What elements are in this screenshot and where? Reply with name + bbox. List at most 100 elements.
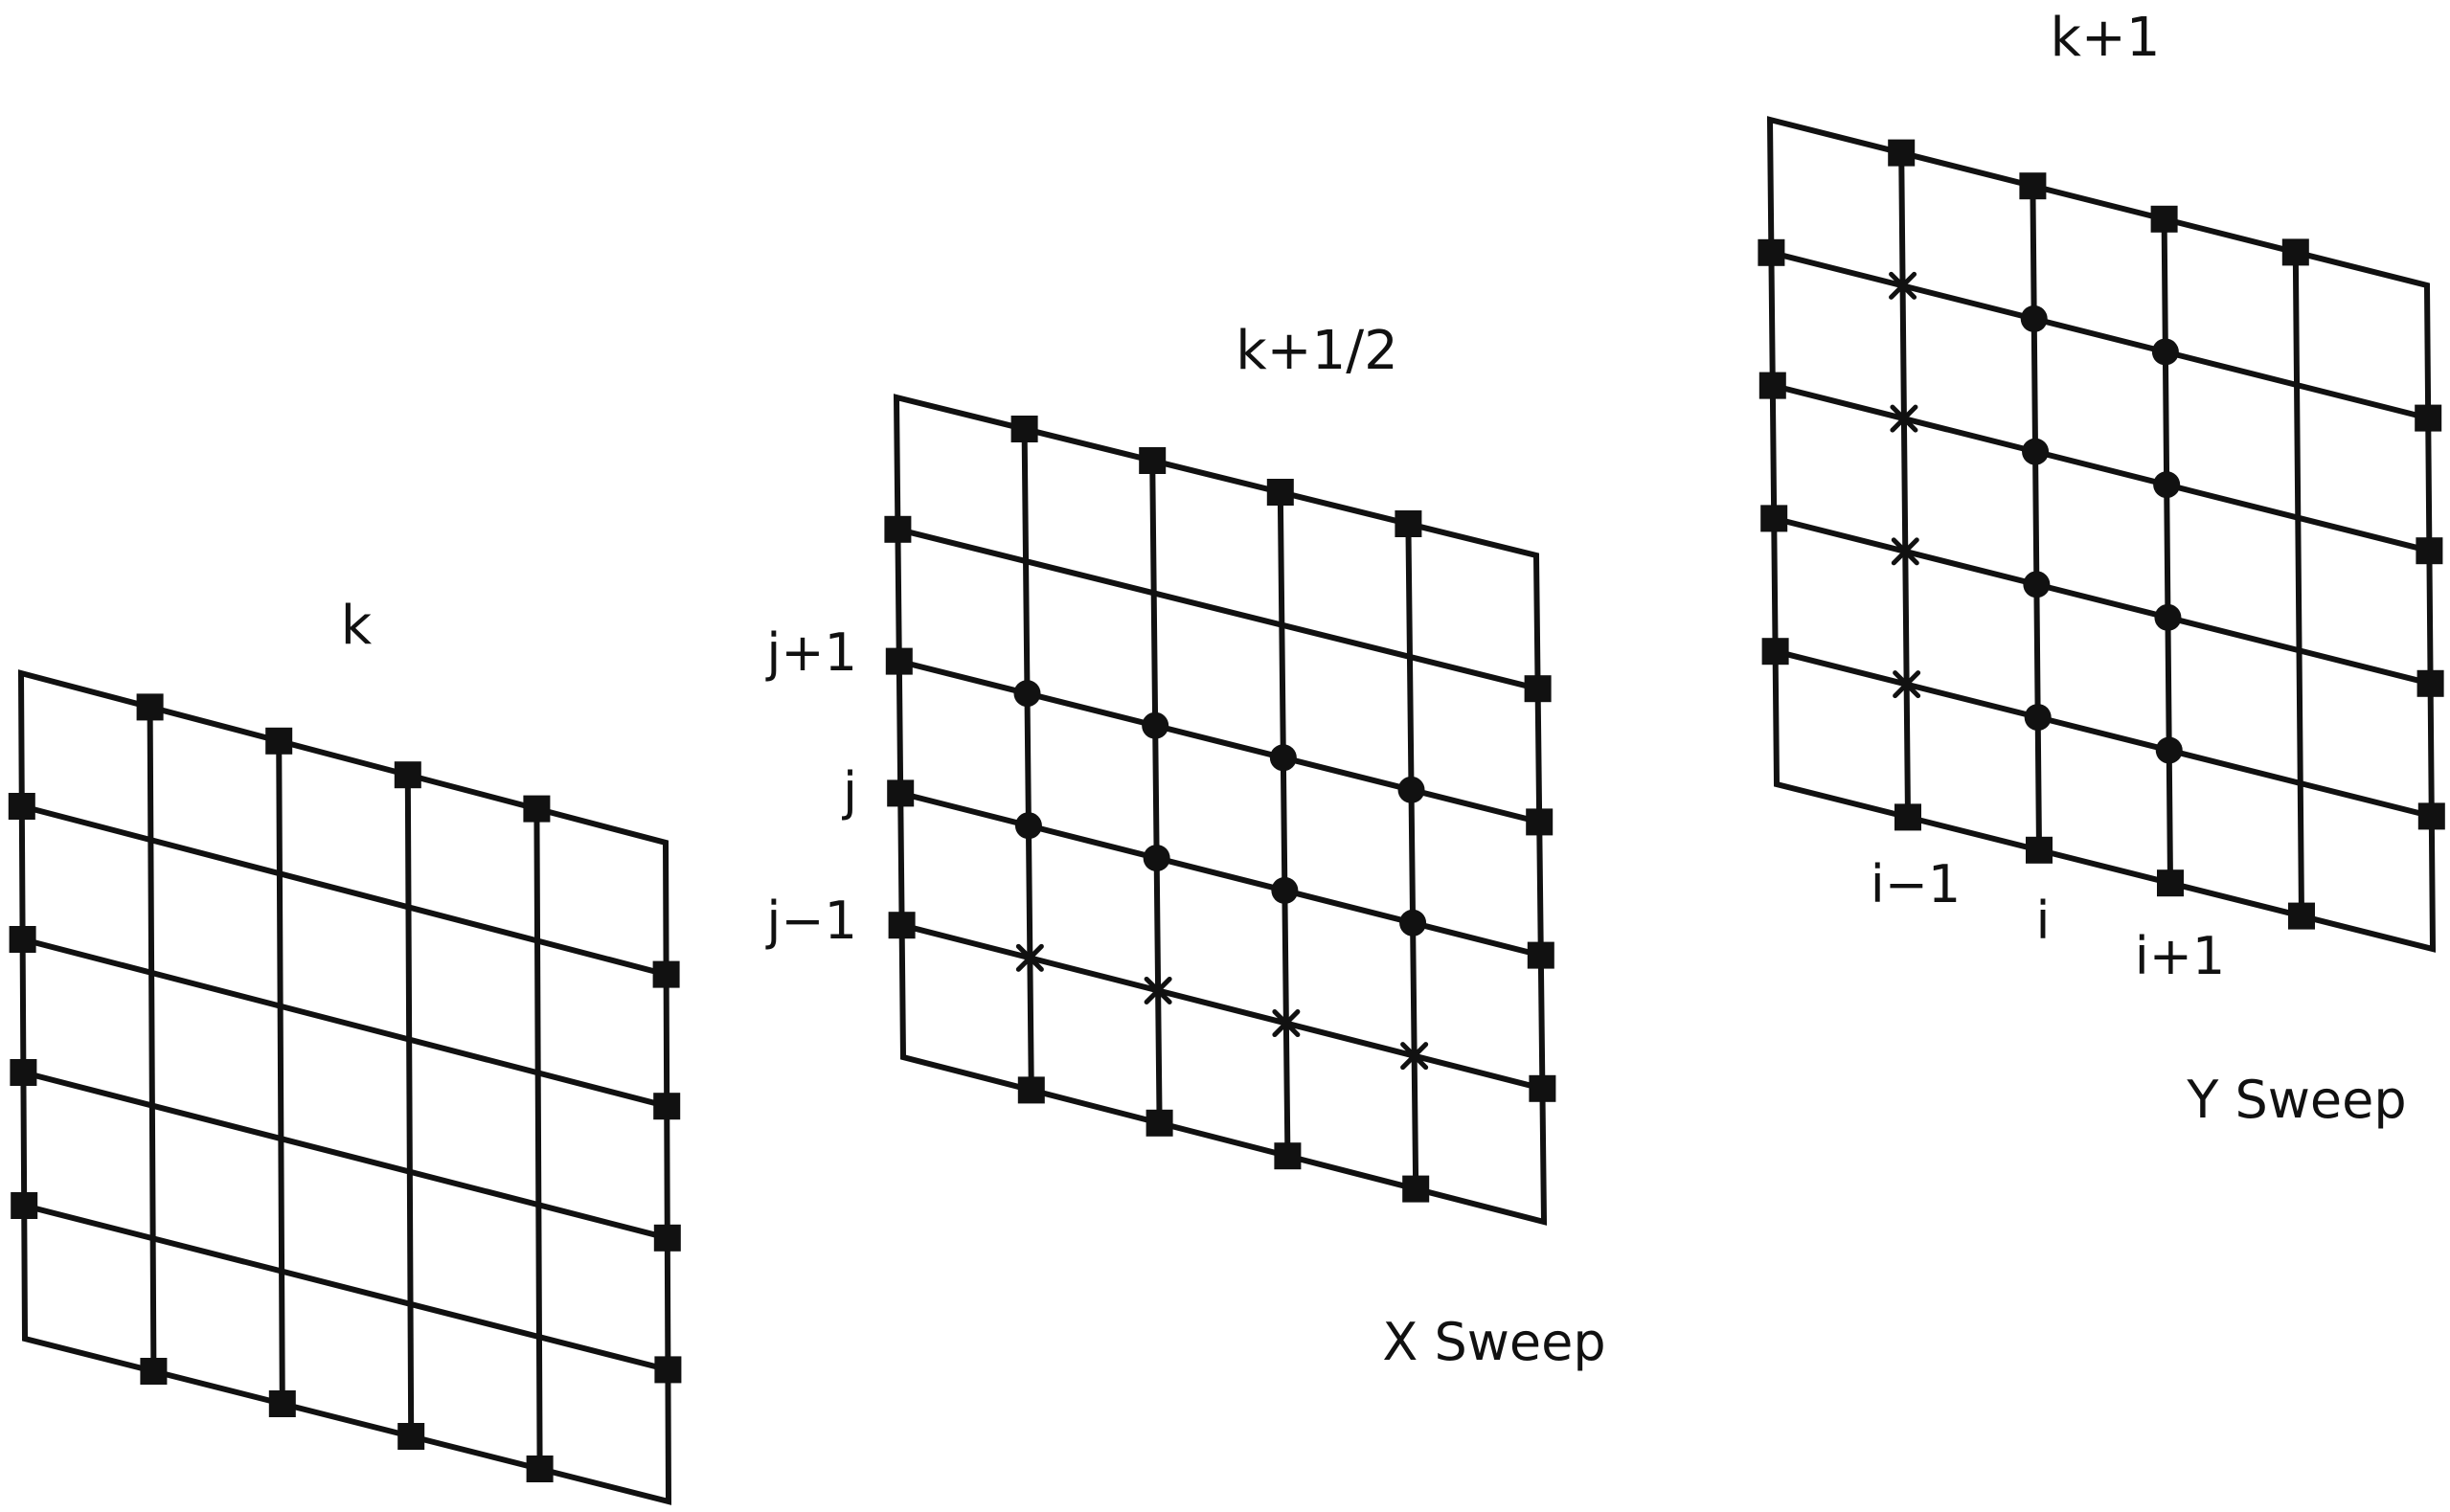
grid-column-line	[404, 772, 415, 1439]
solved-node-marker	[2151, 338, 2179, 366]
boundary-node-marker	[1758, 372, 1786, 399]
boundary-node-marker	[2288, 902, 2315, 930]
solved-node-marker	[2022, 438, 2050, 465]
grid-boundary	[893, 394, 1548, 1226]
solved-node-marker	[2153, 471, 2181, 499]
boundary-node-marker	[652, 960, 680, 988]
boundary-node-marker	[2415, 404, 2442, 432]
grid-column-line	[2292, 249, 2304, 919]
row-label-j: j	[842, 761, 857, 822]
col-label-i: i	[2035, 891, 2050, 951]
grid-row-line	[895, 526, 1541, 692]
boundary-node-marker	[887, 779, 915, 807]
boundary-node-marker	[10, 1059, 37, 1086]
solved-node-marker	[1269, 744, 1297, 772]
grid-row-line	[1768, 249, 2432, 421]
solved-node-marker	[1399, 909, 1427, 937]
boundary-node-marker	[9, 926, 36, 953]
solved-node-marker	[2154, 603, 2182, 631]
boundary-node-marker	[397, 1423, 425, 1450]
boundary-node-marker	[1758, 238, 1785, 266]
boundary-node-marker	[1524, 675, 1552, 703]
grid-row-line	[20, 1070, 670, 1241]
grid-boundary	[1766, 116, 2437, 953]
boundary-node-marker	[2019, 172, 2047, 200]
boundary-node-marker	[1761, 638, 1789, 666]
boundary-node-marker	[1760, 505, 1788, 532]
boundary-node-marker	[2416, 669, 2444, 697]
grid-row-line	[1769, 382, 2433, 554]
old-value-marker	[1890, 404, 1918, 433]
solved-node-marker	[1143, 845, 1170, 872]
grid-column-line	[1149, 458, 1163, 1126]
boundary-node-marker	[1146, 1109, 1173, 1137]
boundary-node-marker	[1395, 510, 1422, 537]
grid-column-line	[1021, 426, 1034, 1094]
boundary-node-marker	[2157, 869, 2184, 897]
boundary-node-marker	[2416, 537, 2443, 565]
boundary-node-marker	[2150, 205, 2178, 233]
grid-k-plus-1-title: k+1	[2051, 7, 2161, 69]
grid-row-line	[897, 790, 1544, 959]
boundary-node-marker	[268, 1390, 296, 1417]
boundary-node-marker	[1274, 1142, 1302, 1170]
solved-node-marker	[2024, 704, 2052, 732]
grid-column-line	[533, 805, 543, 1472]
boundary-node-marker	[136, 693, 164, 721]
boundary-node-marker	[1139, 447, 1167, 474]
solved-node-marker	[1013, 680, 1041, 708]
grid-column-line	[147, 704, 157, 1374]
boundary-node-marker	[1402, 1175, 1430, 1203]
boundary-node-marker	[265, 727, 293, 755]
boundary-node-marker	[888, 912, 916, 939]
grid-row-line	[1772, 648, 2435, 820]
grid-column-line	[1277, 489, 1291, 1160]
solved-node-marker	[2023, 571, 2051, 598]
grid-row-line	[896, 658, 1543, 825]
old-value-marker	[1891, 537, 1919, 566]
grid-k-half	[884, 394, 1556, 1226]
boundary-node-marker	[2026, 836, 2053, 864]
old-value-marker	[1015, 943, 1044, 972]
solved-node-marker	[1142, 711, 1169, 739]
boundary-node-marker	[653, 1224, 681, 1252]
boundary-node-marker	[654, 1356, 682, 1384]
boundary-node-marker	[1010, 416, 1038, 442]
boundary-node-marker	[8, 793, 35, 820]
grid-boundary	[17, 669, 672, 1505]
solved-node-marker	[1271, 876, 1299, 904]
grid-row-line	[18, 803, 669, 978]
boundary-node-marker	[1527, 941, 1554, 969]
solved-node-marker	[1397, 776, 1425, 803]
boundary-node-marker	[1266, 479, 1294, 506]
grid-row-line	[19, 937, 670, 1110]
old-value-marker	[1400, 1042, 1429, 1071]
boundary-node-marker	[1888, 139, 1916, 167]
grid-k-title: k	[341, 595, 373, 657]
row-label-j-minus-1: j−1	[765, 891, 857, 951]
boundary-node-marker	[11, 1192, 38, 1219]
grid-row-line	[1771, 515, 2434, 687]
boundary-node-marker	[526, 1456, 554, 1482]
row-label-j-plus-1: j+1	[765, 622, 857, 683]
old-value-marker	[1144, 976, 1172, 1004]
x-sweep-caption: X Sweep	[1382, 1312, 1605, 1372]
grid-column-line	[1898, 149, 1911, 821]
boundary-node-marker	[884, 515, 912, 543]
col-label-i-plus-1: i+1	[2135, 926, 2226, 986]
solved-node-marker	[2155, 736, 2183, 764]
grid-column-line	[2030, 183, 2042, 853]
boundary-node-marker	[2281, 238, 2309, 266]
old-value-marker	[1889, 271, 1917, 300]
old-value-marker	[1272, 1009, 1301, 1038]
boundary-node-marker	[1894, 803, 1921, 831]
grid-k	[8, 669, 682, 1505]
solved-node-marker	[1014, 812, 1042, 840]
grid-row-line	[898, 922, 1546, 1092]
grid-row-line	[21, 1203, 671, 1373]
grid-column-line	[2161, 215, 2173, 887]
col-label-i-minus-1: i−1	[1871, 854, 1962, 914]
y-sweep-caption: Y Sweep	[2186, 1070, 2406, 1130]
boundary-node-marker	[140, 1358, 168, 1385]
boundary-node-marker	[885, 647, 913, 675]
